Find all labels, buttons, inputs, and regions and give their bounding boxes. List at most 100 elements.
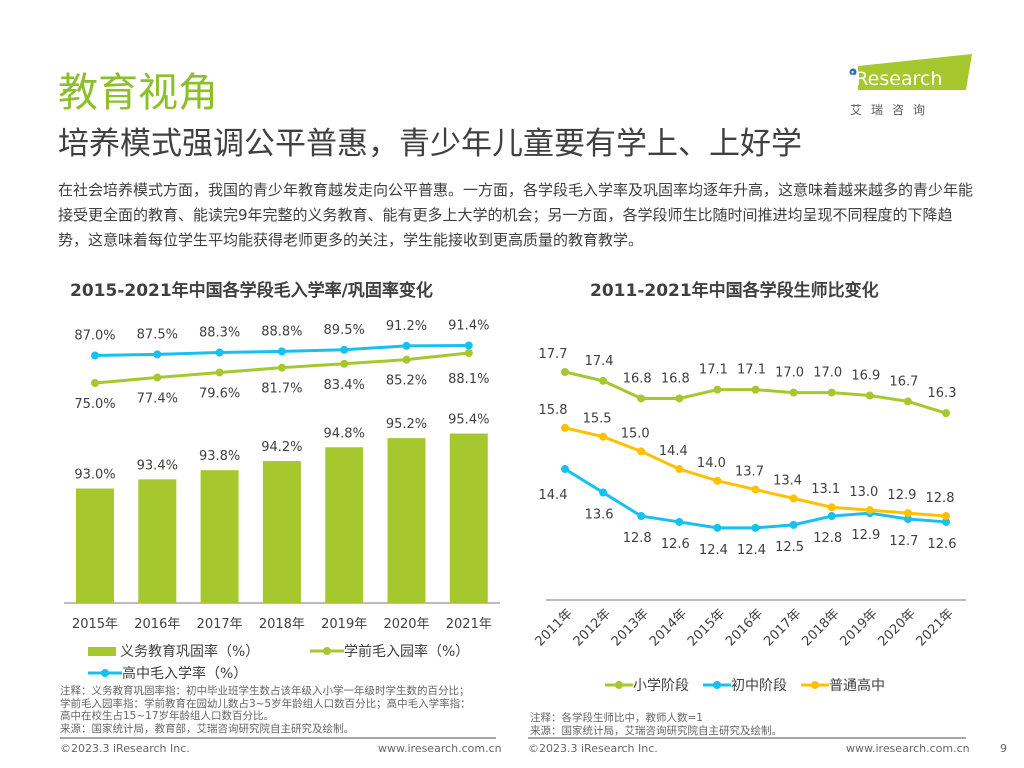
data-point [277, 363, 286, 372]
website-link[interactable]: www.iresearch.com.cn [378, 742, 502, 755]
data-point [827, 512, 836, 521]
data-point [675, 517, 684, 526]
data-label: 81.7% [261, 382, 302, 397]
data-point [827, 388, 836, 397]
legend-item-primary: 小学阶段 [605, 675, 689, 695]
x-tick-label: 2021年 [446, 617, 492, 632]
data-label: 12.5 [775, 540, 804, 555]
data-label: 12.9 [887, 488, 916, 503]
x-tick-label: 2017年 [761, 606, 804, 649]
body-text: 在社会培养模式方面，我国的青少年教育越发走向公平普惠。一方面，各学段毛入学率及巩… [58, 181, 974, 249]
chart1-title: 2015-2021年中国各学段毛入学率/巩固率变化 [70, 281, 433, 301]
data-label: 85.2% [386, 374, 427, 389]
data-point [599, 376, 608, 385]
data-label: 88.3% [199, 326, 240, 341]
data-label: 12.8 [926, 491, 955, 506]
data-point [942, 409, 950, 418]
data-point [215, 348, 224, 357]
data-label: 79.6% [199, 386, 240, 401]
x-tick-label: 2016年 [723, 606, 766, 649]
x-tick-label: 2019年 [321, 617, 367, 632]
data-point [215, 368, 224, 377]
data-label: 13.7 [735, 465, 764, 480]
bar [325, 447, 364, 603]
legend-line-swatch [88, 669, 122, 677]
data-label: 91.2% [386, 319, 427, 334]
data-point [903, 397, 912, 406]
chart2-note: 注释：各学段生师比中，教师人数=1 来源：国家统计局，艾瑞咨询研究院自主研究及绘… [530, 712, 782, 737]
data-label: 12.8 [623, 531, 652, 546]
x-tick-label: 2020年 [876, 606, 919, 649]
legend-item-preschool: 学前毛入园率（%） [310, 641, 469, 661]
copyright: ©2023.3 iResearch Inc. [528, 742, 658, 755]
data-label: 16.9 [851, 369, 880, 384]
bar [200, 470, 239, 603]
x-tick-label: 2017年 [197, 617, 243, 632]
data-point [675, 465, 684, 474]
data-point [713, 385, 722, 394]
data-point [599, 432, 608, 441]
legend-label: 普通高中 [829, 678, 885, 694]
legend-label: 小学阶段 [633, 678, 689, 694]
x-tick-label: 2012年 [571, 606, 614, 649]
data-point [865, 509, 874, 518]
data-point [713, 523, 722, 532]
note-line: 注释：各学段生师比中，教师人数=1 [530, 712, 703, 724]
data-label: 17.4 [585, 354, 614, 369]
data-label: 12.8 [813, 531, 842, 546]
data-label: 15.8 [539, 403, 568, 418]
data-label: 15.0 [621, 426, 650, 441]
data-label: 17.1 [699, 363, 728, 378]
data-label: 83.4% [324, 378, 365, 393]
data-point [865, 506, 874, 515]
bar [449, 433, 488, 603]
data-label: 91.4% [448, 318, 489, 333]
data-label: 12.9 [851, 528, 880, 543]
copyright: ©2023.3 iResearch Inc. [60, 742, 190, 755]
bar-label: 93.0% [74, 468, 115, 483]
footer-divider-left [60, 737, 496, 739]
data-point [153, 350, 162, 359]
bar-label: 94.2% [261, 440, 302, 455]
data-point [91, 379, 99, 387]
source-line: 来源：国家统计局，教育部，艾瑞咨询研究院自主研究及绘制。 [60, 722, 354, 735]
data-label: 14.0 [697, 456, 726, 471]
note-line: 学前毛入园率指：学前教育在园幼儿数占3~5岁年龄组人口数百分比；高中毛入学率指： [60, 697, 471, 710]
x-tick-label: 2019年 [837, 606, 880, 649]
data-label: 87.5% [137, 327, 178, 342]
data-label: 16.8 [623, 371, 652, 386]
iresearch-logo: iResearch 艾瑞咨询 [848, 52, 974, 122]
page-title: 教育视角 [58, 70, 218, 116]
x-tick-label: 2018年 [799, 606, 842, 649]
bar [138, 479, 177, 603]
svg-text:艾瑞咨询: 艾瑞咨询 [850, 102, 934, 117]
data-label: 14.4 [539, 488, 568, 503]
data-label: 16.8 [661, 371, 690, 386]
data-point [751, 385, 760, 394]
data-point [675, 394, 684, 403]
data-label: 75.0% [74, 397, 115, 412]
data-label: 17.1 [737, 363, 766, 378]
data-label: 12.6 [928, 537, 957, 552]
website-link[interactable]: www.iresearch.com.cn [846, 742, 970, 755]
legend-label: 义务教育巩固率（%） [120, 644, 260, 660]
page-subtitle: 培养模式强调公平普惠，青少年儿童要有学上、上好学 [58, 126, 802, 162]
data-point [464, 349, 473, 358]
page-number: 9 [1000, 742, 1007, 755]
data-point [789, 388, 798, 397]
data-point [561, 368, 569, 376]
x-tick-label: 2018年 [259, 617, 305, 632]
data-point [599, 488, 608, 497]
data-point [903, 509, 912, 518]
data-point [637, 447, 646, 456]
source-line: 来源：国家统计局，艾瑞咨询研究院自主研究及绘制。 [530, 724, 782, 737]
data-label: 14.4 [659, 444, 688, 459]
data-label: 88.1% [448, 372, 489, 387]
x-tick-label: 2021年 [914, 606, 957, 649]
data-point [751, 523, 760, 532]
series-line [564, 370, 947, 415]
data-label: 16.3 [928, 386, 957, 401]
data-label: 13.4 [773, 473, 802, 488]
data-label: 12.4 [737, 543, 766, 558]
bar-label: 95.2% [386, 417, 427, 432]
